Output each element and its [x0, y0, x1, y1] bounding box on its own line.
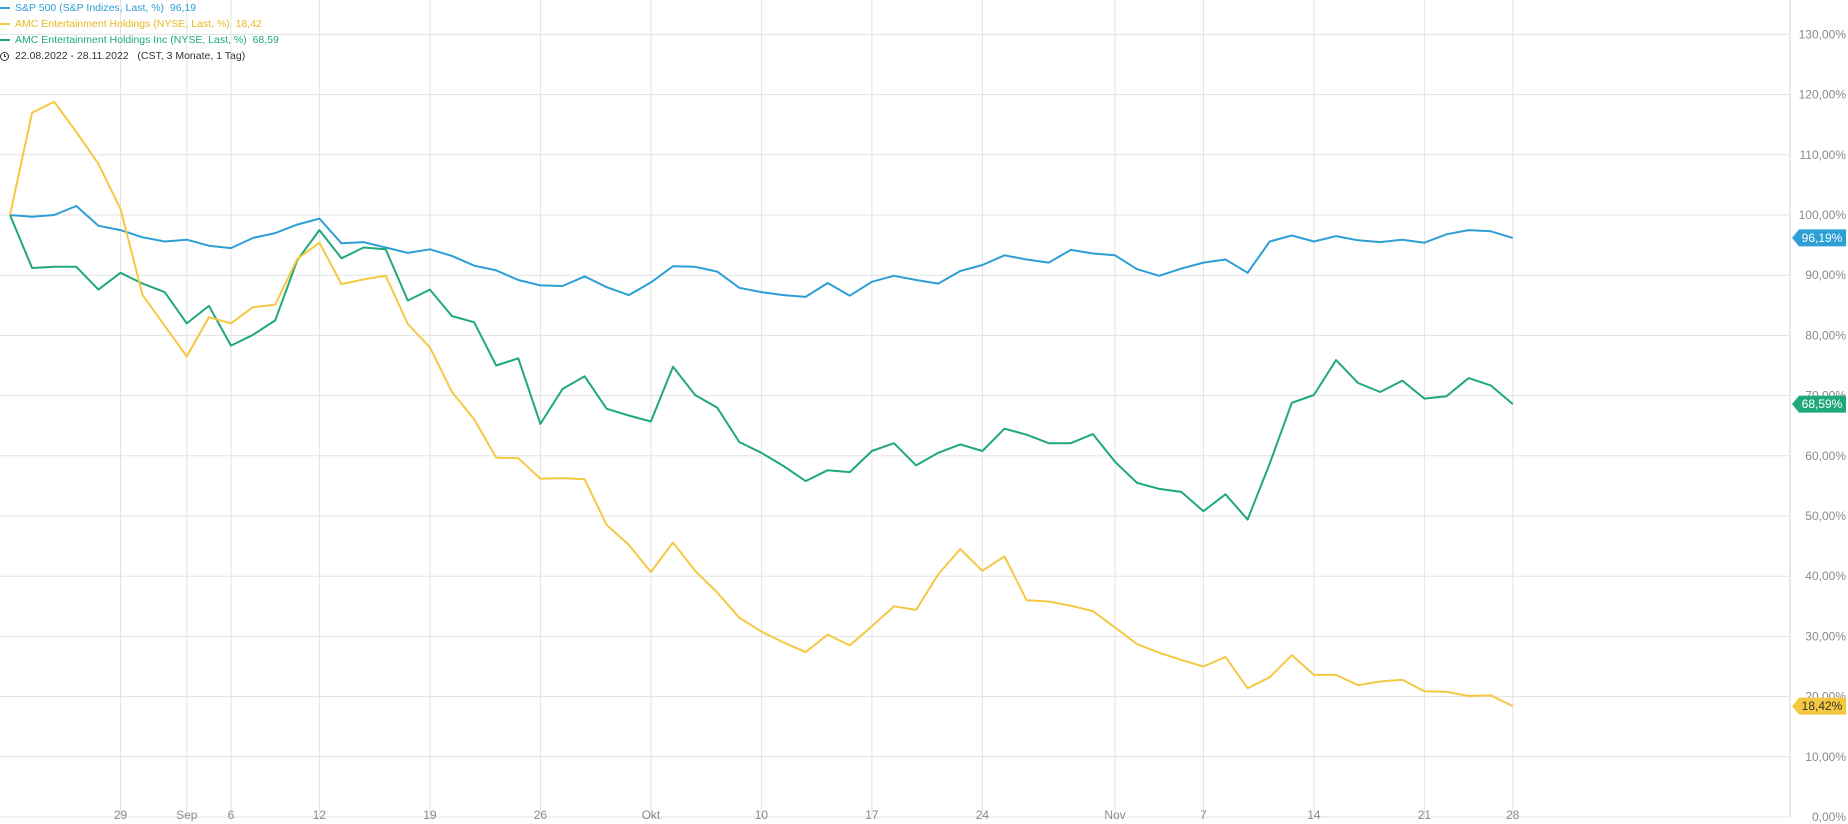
x-tick-label: 29 [114, 808, 128, 822]
legend-swatch [0, 39, 10, 41]
y-tick-label: 50,00% [1805, 509, 1846, 523]
x-tick-label: 12 [313, 808, 327, 822]
axis-labels: 0,00%10,00%20,00%30,00%40,00%50,00%60,00… [114, 27, 1847, 824]
end-value-badge: 18,42% [1792, 697, 1846, 715]
legend-entry-sp500[interactable]: S&P 500 (S&P Indizes, Last, %) 96,19 [0, 0, 279, 16]
legend-value: 18,42 [235, 18, 262, 30]
y-tick-label: 80,00% [1805, 328, 1846, 342]
x-tick-label: 28 [1506, 808, 1520, 822]
badge-shape [1792, 229, 1846, 247]
x-tick-label: Sep [176, 808, 198, 822]
end-value-badge: 68,59% [1792, 395, 1846, 413]
series-line [9, 100, 1514, 708]
y-tick-label: 120,00% [1799, 88, 1847, 102]
x-tick-label: 19 [423, 808, 437, 822]
date-range-row[interactable]: 22.08.2022 - 28.11.2022 (CST, 3 Monate, … [0, 48, 279, 64]
y-tick-label: 110,00% [1800, 148, 1847, 162]
y-tick-label: 10,00% [1805, 750, 1846, 764]
grid-lines [0, 0, 1791, 818]
x-tick-label: 21 [1418, 808, 1432, 822]
legend-label: AMC Entertainment Holdings (NYSE, Last, … [15, 18, 230, 30]
end-value-badges: 96,19% 18,42% 68,59% [1792, 229, 1846, 715]
y-tick-label: 30,00% [1805, 629, 1846, 643]
series-line [9, 214, 1514, 521]
x-tick-label: Nov [1104, 808, 1125, 822]
x-tick-label: 7 [1200, 808, 1207, 822]
x-tick-label: 14 [1307, 808, 1321, 822]
legend-entry-amc[interactable]: AMC Entertainment Holdings (NYSE, Last, … [0, 16, 279, 32]
legend-label: AMC Entertainment Holdings Inc (NYSE, La… [15, 34, 247, 46]
x-tick-label: 26 [534, 808, 548, 822]
date-range: 22.08.2022 - 28.11.2022 [15, 50, 129, 62]
y-tick-label: 0,00% [1812, 810, 1846, 824]
x-tick-label: 17 [865, 808, 879, 822]
x-tick-label: 24 [976, 808, 990, 822]
badge-label: 68,59% [1802, 397, 1843, 411]
legend-value: 96,19 [169, 2, 197, 14]
y-tick-label: 40,00% [1805, 569, 1846, 583]
series-lines [9, 100, 1514, 708]
badge-label: 18,42% [1802, 699, 1843, 713]
y-tick-label: 100,00% [1799, 208, 1847, 222]
end-value-badge: 96,19% [1792, 229, 1846, 247]
x-tick-label: 10 [755, 808, 769, 822]
clock-icon [0, 51, 9, 61]
legend-entry-amc-inc[interactable]: AMC Entertainment Holdings Inc (NYSE, La… [0, 32, 279, 48]
y-tick-label: 90,00% [1805, 268, 1846, 282]
x-tick-label: 6 [228, 808, 235, 822]
series-line [9, 205, 1514, 298]
y-tick-label: 60,00% [1805, 449, 1846, 463]
y-tick-label: 130,00% [1799, 27, 1847, 41]
legend-value: 68,59 [252, 34, 279, 46]
chart-legend: S&P 500 (S&P Indizes, Last, %) 96,19 AMC… [0, 0, 279, 64]
legend-label: S&P 500 (S&P Indizes, Last, %) [15, 2, 165, 14]
badge-shape [1792, 697, 1846, 715]
legend-swatch [0, 23, 10, 25]
badge-label: 96,19% [1802, 231, 1843, 245]
x-tick-label: Okt [642, 808, 661, 822]
date-detail: (CST, 3 Monate, 1 Tag) [137, 50, 246, 62]
legend-swatch [0, 7, 10, 9]
badge-shape [1792, 395, 1846, 413]
